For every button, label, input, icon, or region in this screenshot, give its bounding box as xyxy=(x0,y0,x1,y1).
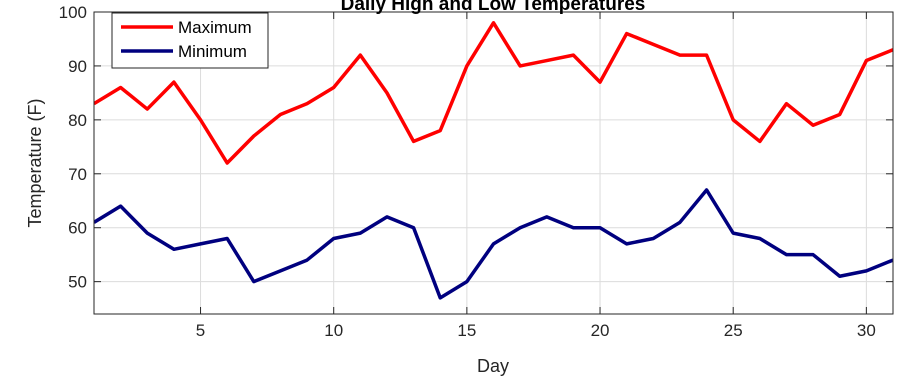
legend-label-minimum: Minimum xyxy=(178,42,247,61)
x-tick-label: 10 xyxy=(324,321,343,340)
y-tick-label: 70 xyxy=(68,165,87,184)
x-tick-label: 30 xyxy=(857,321,876,340)
y-tick-label: 60 xyxy=(68,219,87,238)
x-tick-label: 15 xyxy=(457,321,476,340)
y-tick-label: 90 xyxy=(68,57,87,76)
y-tick-label: 80 xyxy=(68,111,87,130)
legend-label-maximum: Maximum xyxy=(178,18,252,37)
legend: Maximum Minimum xyxy=(112,13,268,68)
x-axis-label: Day xyxy=(477,356,509,376)
y-tick-label: 50 xyxy=(68,273,87,292)
x-tick-label: 25 xyxy=(724,321,743,340)
chart-title: Daily High and Low Temperatures xyxy=(341,0,646,15)
x-tick-label: 5 xyxy=(196,321,205,340)
x-tick-label: 20 xyxy=(591,321,610,340)
y-tick-label: 100 xyxy=(59,3,87,22)
y-axis-label: Temperature (F) xyxy=(25,98,45,227)
